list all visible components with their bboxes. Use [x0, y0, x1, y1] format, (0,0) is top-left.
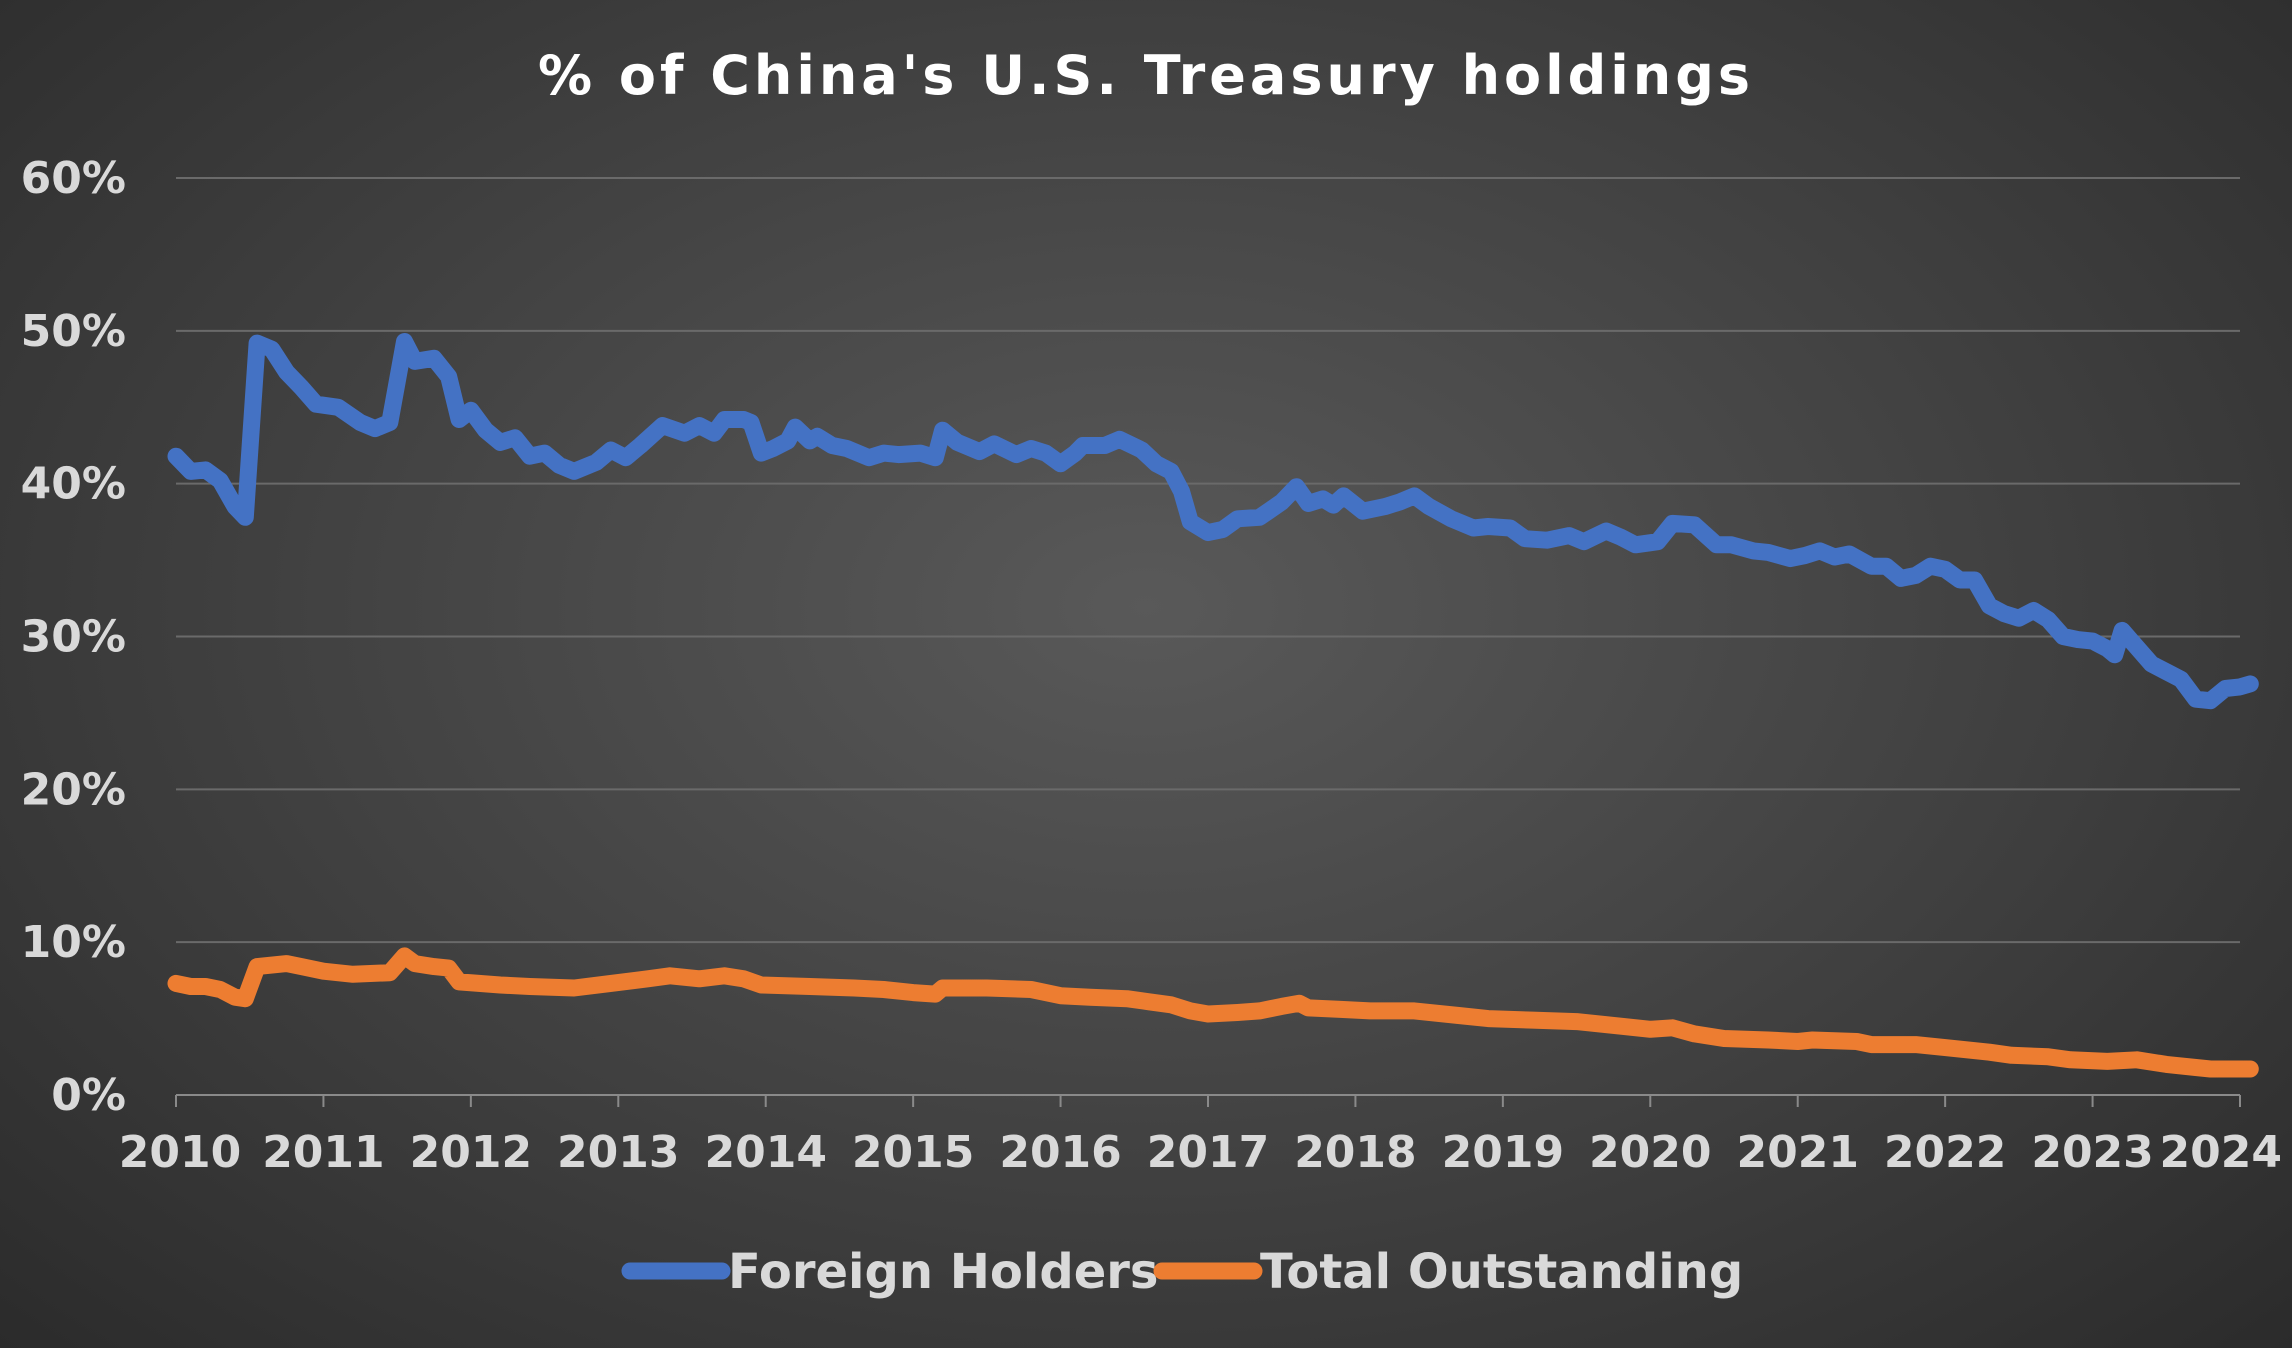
x-tick-label: 2020 [1589, 1127, 1711, 1178]
x-axis-ticks: 2010 2011 2012 2013 2014 2015 2016 2017 2018 2019… [119, 1095, 2282, 1178]
x-tick-label: 2015 [852, 1127, 974, 1178]
y-tick-label: 50% [21, 306, 126, 357]
x-tick-label: 2021 [1736, 1127, 1858, 1178]
y-axis-ticks: 0% 10% 20% 30% 40% 50% 60% [21, 153, 126, 1121]
y-tick-label: 30% [21, 612, 126, 663]
x-tick-label: 2013 [557, 1127, 679, 1178]
legend-label: Total Outstanding [1260, 1244, 1743, 1300]
x-tick-label: 2024 [2160, 1127, 2282, 1178]
chart-title: % of China's U.S. Treasury holdings [538, 44, 1754, 107]
y-tick-label: 60% [21, 153, 126, 204]
y-tick-label: 20% [21, 764, 126, 815]
series-line-total-outstanding [167, 947, 2259, 1078]
legend-item: Foreign Holders [621, 1244, 1159, 1300]
x-tick-label: 2011 [262, 1127, 384, 1178]
y-tick-label: 10% [21, 917, 126, 968]
y-tick-label: 40% [21, 459, 126, 510]
gridlines [176, 177, 2240, 1096]
legend: Foreign Holders Total Outstanding [621, 1244, 1743, 1300]
x-tick-label: 2016 [999, 1127, 1121, 1178]
x-tick-label: 2022 [1884, 1127, 2006, 1178]
y-tick-label: 0% [51, 1070, 126, 1121]
legend-label: Foreign Holders [728, 1244, 1159, 1300]
x-tick-label: 2012 [410, 1127, 532, 1178]
x-tick-label: 2017 [1147, 1127, 1269, 1178]
x-tick-label: 2023 [2031, 1127, 2153, 1178]
legend-item: Total Outstanding [1153, 1244, 1743, 1300]
series-line-foreign-holders [167, 333, 2259, 710]
x-tick-label: 2018 [1294, 1127, 1416, 1178]
series-lines [167, 333, 2259, 1078]
x-tick-label: 2014 [704, 1127, 826, 1178]
x-tick-label: 2010 [119, 1127, 241, 1178]
x-tick-label: 2019 [1442, 1127, 1564, 1178]
